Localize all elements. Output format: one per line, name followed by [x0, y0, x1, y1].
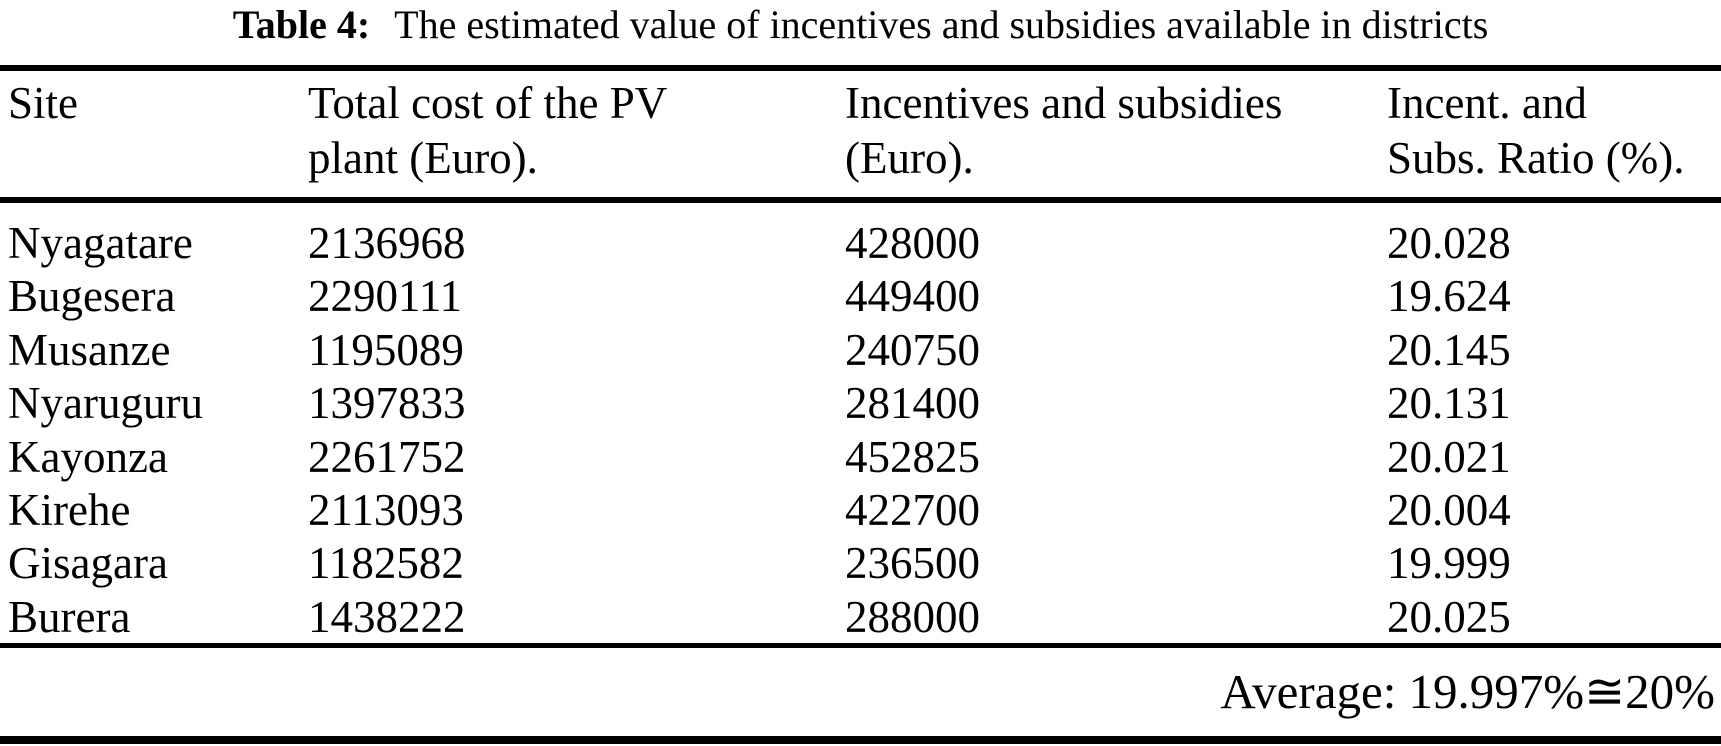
- column-header-total-cost-line2: plant (Euro).: [308, 133, 538, 183]
- average-text: Average: 19.997%≅20%: [1220, 664, 1715, 719]
- table-row: Nyagatare 2136968 428000 20.028: [0, 217, 1721, 270]
- table-row: Kirehe 2113093 422700 20.004: [0, 484, 1721, 537]
- column-header-ratio: Incent. and Subs. Ratio (%).: [1387, 76, 1721, 186]
- body-bottom-rule: [0, 643, 1721, 648]
- table-row: Gisagara 1182582 236500 19.999: [0, 537, 1721, 590]
- cell-total-cost: 1397833: [308, 378, 466, 429]
- cell-incentives: 281400: [845, 378, 980, 429]
- column-header-site: Site: [0, 76, 308, 186]
- table-row: Burera 1438222 288000 20.025: [0, 591, 1721, 644]
- table-row: Nyaruguru 1397833 281400 20.131: [0, 377, 1721, 430]
- table-caption-text: The estimated value of incentives and su…: [394, 2, 1489, 47]
- column-header-ratio-line2: Subs. Ratio (%).: [1387, 133, 1685, 183]
- cell-ratio: 20.025: [1387, 591, 1511, 642]
- cell-total-cost: 1182582: [308, 538, 464, 589]
- cell-site: Kayonza: [8, 431, 168, 482]
- column-header-ratio-line1: Incent. and: [1387, 78, 1587, 128]
- header-rule: [0, 197, 1721, 203]
- cell-total-cost: 1195089: [308, 324, 464, 375]
- column-header-incentives-line1: Incentives and subsidies: [845, 78, 1283, 128]
- table-row: Bugesera 2290111 449400 19.624: [0, 270, 1721, 323]
- cell-ratio: 20.021: [1387, 431, 1511, 482]
- table-footer-row: Average: 19.997%≅20%: [0, 648, 1721, 736]
- cell-ratio: 20.131: [1387, 378, 1511, 429]
- cell-incentives: 452825: [845, 431, 980, 482]
- table-row: Musanze 1195089 240750 20.145: [0, 324, 1721, 377]
- cell-site: Nyaruguru: [8, 378, 203, 429]
- cell-site: Nyagatare: [8, 218, 193, 268]
- cell-site: Burera: [8, 591, 131, 642]
- column-header-total-cost-line1: Total cost of the PV: [308, 78, 668, 128]
- column-header-site-line1: Site: [8, 78, 79, 128]
- cell-ratio: 20.028: [1387, 218, 1511, 268]
- cell-site: Gisagara: [8, 538, 168, 589]
- cell-ratio: 20.004: [1387, 484, 1511, 535]
- cell-total-cost: 2261752: [308, 431, 466, 482]
- cell-site: Musanze: [8, 324, 171, 375]
- table-caption-label: Table 4:: [232, 2, 371, 47]
- cell-ratio: 19.624: [1387, 271, 1511, 322]
- table-row: Kayonza 2261752 452825 20.021: [0, 431, 1721, 484]
- cell-total-cost: 2136968: [308, 218, 466, 268]
- cell-incentives: 236500: [845, 538, 980, 589]
- table-body: Nyagatare 2136968 428000 20.028 Bugesera 2290…: [0, 217, 1721, 644]
- top-rule: [0, 65, 1721, 71]
- cell-ratio: 19.999: [1387, 538, 1511, 589]
- column-header-incentives-line2: (Euro).: [845, 133, 974, 183]
- bottom-rule: [0, 736, 1721, 744]
- column-header-incentives: Incentives and subsidies (Euro).: [845, 76, 1387, 186]
- cell-total-cost: 2113093: [308, 484, 464, 535]
- cell-incentives: 428000: [845, 218, 980, 268]
- cell-site: Bugesera: [8, 271, 176, 322]
- cell-ratio: 20.145: [1387, 324, 1511, 375]
- cell-total-cost: 2290111: [308, 271, 463, 322]
- cell-incentives: 449400: [845, 271, 980, 322]
- cell-incentives: 240750: [845, 324, 980, 375]
- table-header-row: Site Total cost of the PV plant (Euro). …: [0, 76, 1721, 186]
- cell-incentives: 422700: [845, 484, 980, 535]
- cell-total-cost: 1438222: [308, 591, 466, 642]
- table-caption: Table 4: The estimated value of incentive…: [0, 2, 1721, 48]
- cell-site: Kirehe: [8, 484, 131, 535]
- cell-incentives: 288000: [845, 591, 980, 642]
- column-header-total-cost: Total cost of the PV plant (Euro).: [308, 76, 845, 186]
